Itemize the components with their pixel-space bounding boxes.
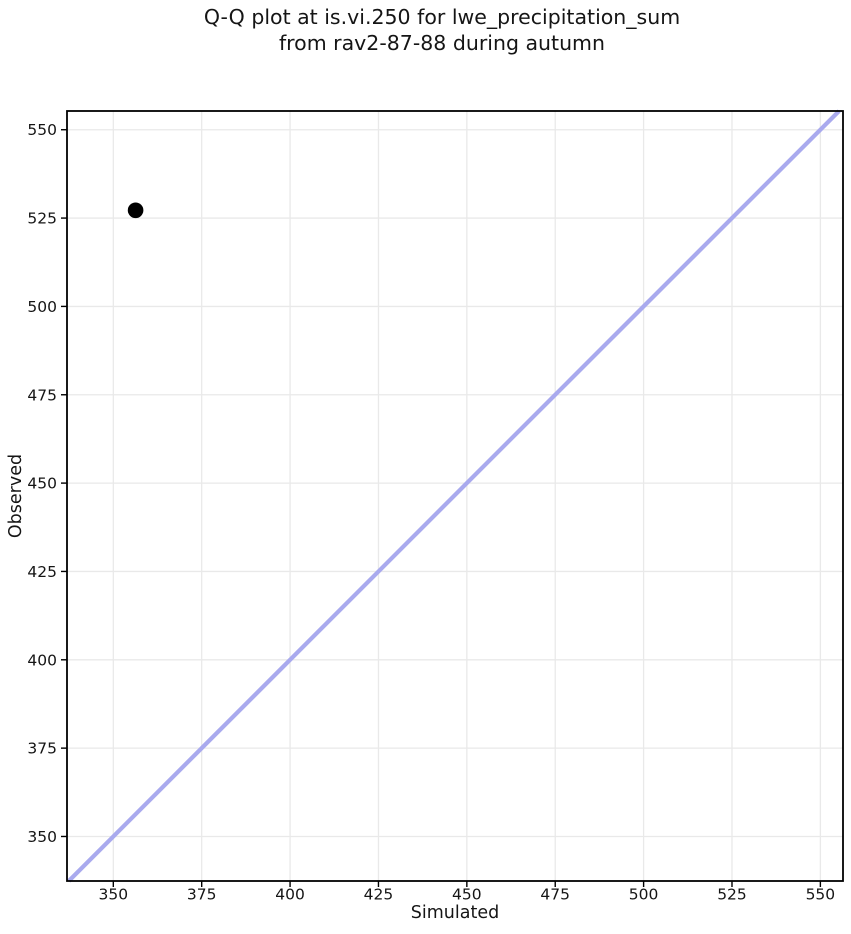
y-tick-label: 450 <box>27 475 57 493</box>
x-tick-label: 400 <box>275 886 305 904</box>
data-point <box>127 202 144 219</box>
y-tick-label: 425 <box>27 563 57 581</box>
y-tick-label: 550 <box>27 121 57 139</box>
y-tick-label: 400 <box>27 651 57 669</box>
x-tick-label: 350 <box>99 886 129 904</box>
y-axis-label: Observed <box>6 453 26 539</box>
x-tick-label: 525 <box>717 886 747 904</box>
x-tick-label: 500 <box>629 886 659 904</box>
chart-title-line2: from rav2-87-88 during autumn <box>278 30 606 55</box>
x-tick-label: 375 <box>187 886 217 904</box>
y-tick-label: 525 <box>27 210 57 228</box>
x-tick-label: 450 <box>452 886 482 904</box>
x-axis-label: Simulated <box>410 903 500 923</box>
y-tick-label: 375 <box>27 740 57 758</box>
x-tick-label: 550 <box>806 886 836 904</box>
axes-spines <box>66 110 844 882</box>
y-tick-label: 350 <box>27 828 57 846</box>
x-tick-label: 425 <box>364 886 394 904</box>
identity-line <box>67 109 841 883</box>
y-tick-label: 475 <box>27 386 57 404</box>
chart-title-line1: Q-Q plot at is.vi.250 for lwe_precipitat… <box>203 5 681 29</box>
chart-title: Q-Q plot at is.vi.250 for lwe_precipitat… <box>204 5 680 56</box>
x-tick-label: 475 <box>540 886 570 904</box>
y-tick-label: 500 <box>27 298 57 316</box>
